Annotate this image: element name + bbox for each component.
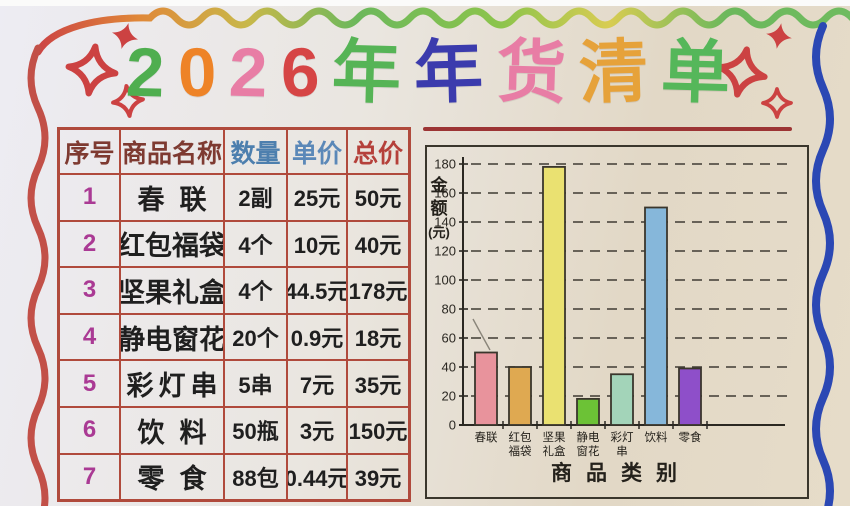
- x-category-label: 坚果: [543, 431, 566, 444]
- table-header-cell: 商品名称: [120, 129, 224, 174]
- quantity-cell: 2副: [224, 174, 287, 221]
- x-category-label: 春联: [475, 430, 498, 444]
- quantity-cell: 5串: [224, 360, 287, 407]
- chart-canvas: 0 20 40 60 80 100 120 140 160 180 春联 红包福袋坚果礼盒静电窗花彩灯…: [428, 157, 793, 485]
- title-char: 0: [176, 33, 217, 111]
- bar-红包福袋: [508, 366, 532, 426]
- row-index-cell: 5: [59, 360, 120, 407]
- unit-price-cell: 3元: [287, 406, 347, 454]
- title-char: 年: [413, 32, 485, 112]
- title-char: 货: [495, 32, 567, 112]
- x-axis-title: 商品类别: [551, 461, 691, 485]
- unit-price-cell: 44.5元: [287, 267, 347, 314]
- product-name-cell: 饮料: [120, 406, 224, 454]
- table-header-cell: 数量: [224, 129, 287, 174]
- y-tick-label: 80: [442, 302, 456, 317]
- unit-price-cell: 0.44元: [287, 453, 347, 501]
- chart-frame: [425, 145, 809, 499]
- product-name-cell: 彩灯串: [120, 360, 224, 407]
- photo-top-edge: [0, 0, 850, 6]
- product-name-cell: 坚果礼盒: [120, 267, 224, 314]
- total-price-cell: 39元: [347, 453, 409, 501]
- row-index-cell: 4: [59, 313, 120, 361]
- right-edge-mark: [845, 58, 848, 108]
- bar-彩灯串: [610, 373, 634, 426]
- total-price-cell: 35元: [347, 360, 409, 407]
- total-price-cell: 150元: [347, 406, 409, 454]
- bar-chart: 0 20 40 60 80 100 120 140 160 180 春联 红包 福袋 坚果 礼盒 静电 窗花 彩灯…: [421, 125, 821, 503]
- total-price-cell: 18元: [347, 313, 409, 361]
- x-category-label: 静电: [577, 430, 600, 444]
- left-red-wave: [27, 44, 49, 506]
- four-point-star-icon: [761, 87, 793, 119]
- x-category-label: 饮料: [645, 430, 668, 444]
- row-index-cell: 2: [59, 220, 120, 268]
- four-point-star-icon: [65, 43, 119, 97]
- y-tick-label: 100: [434, 273, 456, 288]
- y-tick-label: 40: [442, 360, 456, 375]
- unit-price-cell: 0.9元: [287, 313, 347, 361]
- row-index-cell: 7: [59, 453, 120, 501]
- title-char: 2: [228, 33, 269, 111]
- y-tick-label: 0: [449, 418, 456, 433]
- row-index-cell: 3: [59, 267, 120, 314]
- y-axis-title: 额: [431, 198, 448, 218]
- total-price-cell: 40元: [347, 220, 409, 268]
- y-tick-label: 60: [442, 331, 456, 346]
- bar-坚果礼盒: [542, 165, 566, 426]
- y-axis-title: 金: [430, 175, 449, 195]
- bar-静电窗花: [576, 397, 600, 426]
- bar-零食: [678, 367, 702, 426]
- quantity-cell: 4个: [224, 267, 287, 314]
- title-char: 单: [660, 32, 731, 112]
- x-category-label: 福袋: [509, 444, 532, 458]
- quantity-cell: 4个: [224, 220, 287, 268]
- bar-饮料: [644, 206, 668, 426]
- x-category-label: 串: [616, 445, 628, 458]
- x-category-label: 红包: [509, 431, 532, 444]
- quantity-cell: 88包: [224, 453, 287, 501]
- x-category-label: 礼盒: [543, 444, 566, 458]
- x-category-label: 彩灯: [611, 431, 634, 444]
- unit-price-cell: 10元: [287, 220, 347, 268]
- table-header-cell: 单价: [287, 129, 347, 174]
- bar-春联: [474, 351, 498, 426]
- quantity-cell: 20个: [224, 313, 287, 361]
- x-category-label: 窗花: [577, 444, 600, 458]
- y-tick-label: 120: [434, 244, 456, 259]
- title-char: 2: [124, 33, 166, 111]
- four-point-star-icon: [766, 23, 792, 49]
- y-tick-label: 20: [442, 389, 456, 404]
- title-char: 年: [331, 32, 403, 112]
- x-category-label: 零食: [679, 430, 702, 444]
- row-index-cell: 1: [59, 174, 120, 221]
- total-price-cell: 50元: [347, 174, 409, 221]
- y-axis-title: (元): [428, 225, 450, 240]
- maroon-rule: [423, 127, 792, 131]
- table-header-cell: 序号: [59, 129, 120, 174]
- product-name-cell: 红包福袋: [120, 220, 224, 268]
- row-index-cell: 6: [59, 406, 120, 454]
- title-char: 清: [577, 32, 649, 112]
- y-tick-label: 140: [434, 215, 456, 230]
- product-name-cell: 零食: [120, 453, 224, 501]
- table-header-cell: 总价: [347, 129, 409, 174]
- quantity-cell: 50瓶: [224, 406, 287, 454]
- total-price-cell: 178元: [347, 267, 409, 314]
- y-tick-label: 160: [434, 186, 456, 201]
- unit-price-cell: 7元: [287, 360, 347, 407]
- product-name-cell: 静电窗花: [120, 313, 224, 361]
- product-name-cell: 春联: [120, 174, 224, 221]
- unit-price-cell: 25元: [287, 174, 347, 221]
- title-char: 6: [279, 33, 321, 111]
- y-tick-label: 180: [434, 157, 456, 172]
- goods-table: 序号 商品名称 数量 单价 总价 1 春联 2副 25元 50元 2 红包福袋 4个 10元 40元 3 坚果礼…: [57, 127, 411, 503]
